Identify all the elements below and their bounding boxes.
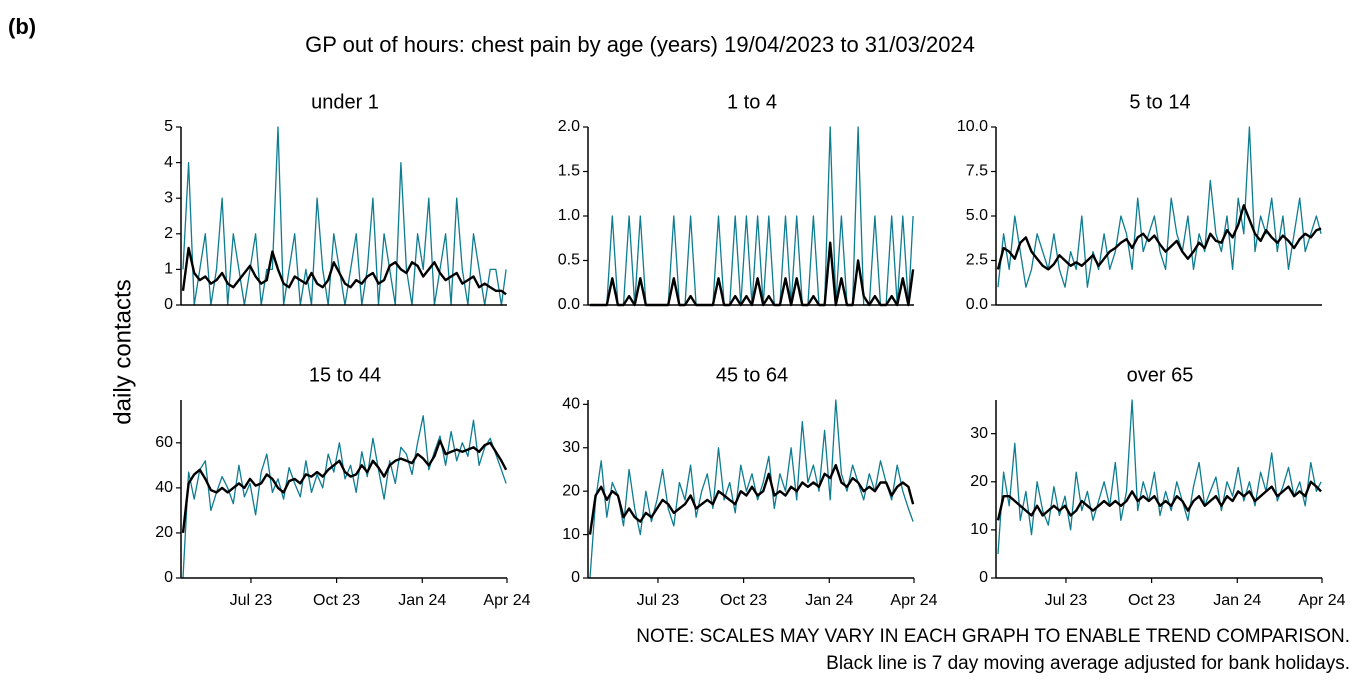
x-tick-label: Apr 24 (890, 592, 937, 609)
daily-line (997, 399, 1322, 554)
daily-line (182, 415, 507, 579)
y-tick-label: 60 (155, 434, 173, 451)
note: Black line is 7 day moving average adjus… (826, 653, 1350, 674)
y-tick-label: 5 (164, 118, 173, 135)
y-tick-label: 20 (155, 524, 173, 541)
y-tick-label: 10 (970, 521, 988, 538)
x-tick-label: Oct 23 (720, 592, 767, 609)
y-tick-label: 0.0 (558, 296, 580, 313)
y-tick-label: 2 (164, 225, 173, 242)
y-tick-label: 20 (562, 482, 580, 499)
y-tick-label: 0.0 (966, 296, 988, 313)
x-tick-label: Apr 24 (1298, 592, 1345, 609)
average-line (996, 204, 1322, 271)
x-tick-label: Oct 23 (313, 592, 360, 609)
y-tick-label: 30 (970, 425, 988, 442)
x-tick-label: Jan 24 (805, 592, 853, 609)
y-tick-label: 0.5 (558, 252, 580, 269)
panel-title: under 1 (311, 91, 379, 113)
y-axis-label: daily contacts (109, 279, 136, 424)
y-tick-label: 20 (970, 473, 988, 490)
x-tick-label: Apr 24 (483, 592, 530, 609)
y-tick-label: 1.5 (558, 163, 580, 180)
y-tick-label: 0 (164, 296, 173, 313)
chart-title: GP out of hours: chest pain by age (year… (305, 32, 975, 57)
average-line (588, 463, 915, 535)
y-tick-label: 7.5 (966, 163, 988, 180)
panel-title: 45 to 64 (716, 364, 788, 386)
daily-line (589, 399, 914, 579)
note: NOTE: SCALES MAY VARY IN EACH GRAPH TO E… (636, 626, 1350, 647)
y-tick-label: 1.0 (558, 207, 580, 224)
x-tick-label: Jan 24 (1213, 592, 1261, 609)
y-tick-label: 40 (155, 479, 173, 496)
y-tick-label: 3 (164, 189, 173, 206)
average-line (181, 246, 507, 296)
panel-title: 5 to 14 (1129, 91, 1190, 113)
y-tick-label: 0 (164, 569, 173, 586)
panel-label: (b) (8, 14, 36, 39)
x-tick-label: Jan 24 (398, 592, 446, 609)
y-tick-label: 0 (571, 569, 580, 586)
average-line (996, 480, 1322, 521)
y-tick-label: 0 (979, 569, 988, 586)
x-tick-label: Jul 23 (1045, 592, 1088, 609)
y-tick-label: 30 (562, 439, 580, 456)
average-line (181, 439, 508, 534)
y-tick-label: 40 (562, 396, 580, 413)
y-tick-label: 4 (164, 154, 173, 171)
y-tick-label: 1 (164, 261, 173, 278)
panel-title: 1 to 4 (727, 91, 777, 113)
panel-title: over 65 (1127, 364, 1194, 386)
x-tick-label: Jul 23 (230, 592, 273, 609)
daily-line (182, 126, 507, 306)
x-tick-label: Oct 23 (1128, 592, 1175, 609)
daily-line (590, 126, 914, 306)
y-tick-label: 10 (562, 526, 580, 543)
y-tick-label: 5.0 (966, 207, 988, 224)
x-tick-label: Jul 23 (637, 592, 680, 609)
y-tick-label: 2.0 (558, 118, 580, 135)
daily-line (997, 126, 1322, 288)
y-tick-label: 10.0 (957, 118, 988, 135)
y-tick-label: 2.5 (966, 252, 988, 269)
panel-title: 15 to 44 (309, 364, 381, 386)
